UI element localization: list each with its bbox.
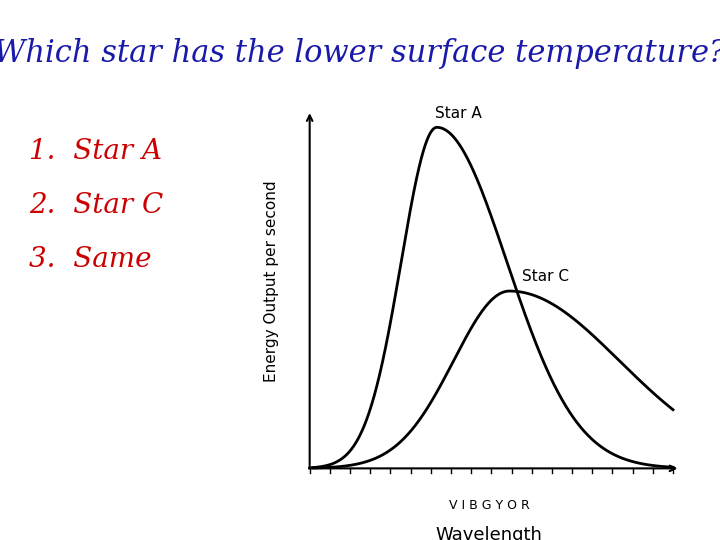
Text: Star C: Star C [522, 269, 570, 284]
Text: Which star has the lower surface temperature?: Which star has the lower surface tempera… [0, 38, 720, 69]
Text: 1.  Star A: 1. Star A [29, 138, 162, 165]
Y-axis label: Energy Output per second: Energy Output per second [264, 180, 279, 382]
Text: Star A: Star A [436, 105, 482, 120]
Text: 2.  Star C: 2. Star C [29, 192, 163, 219]
Text: 3.  Same: 3. Same [29, 246, 151, 273]
Text: Wavelength: Wavelength [436, 526, 542, 540]
Text: V I B G Y O R: V I B G Y O R [449, 498, 529, 511]
